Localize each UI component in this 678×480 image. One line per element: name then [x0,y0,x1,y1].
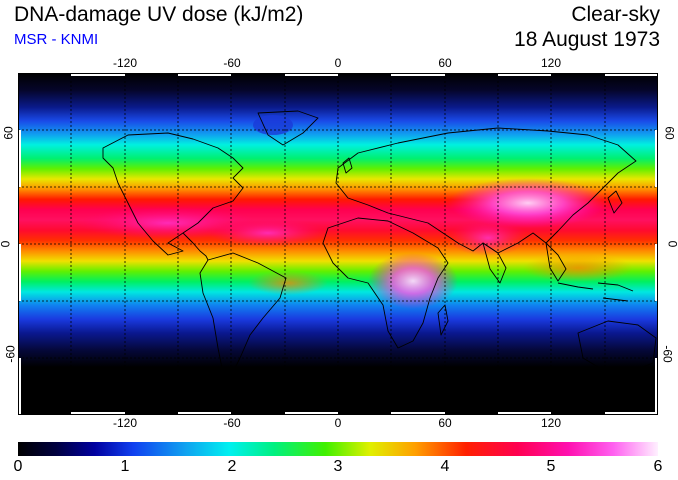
coast-australia [577,320,657,374]
data-source: MSR - KNMI [14,31,99,48]
lat-label-left: -60 [3,345,18,363]
colorbar-label: 0 [13,458,23,475]
colorbar-gradient [18,442,658,456]
lat-label-right: 0 [666,241,678,248]
colorbar-label: 5 [546,458,556,475]
cool-patch-indonesia [523,254,633,282]
frame-tick-top [498,73,551,76]
coast-greenland [257,110,319,146]
colorbar [18,442,658,456]
frame-tick-left [18,130,21,187]
frame-tick-top [285,73,338,76]
frame-tick-bottom [178,412,231,415]
frame-tick-bottom [498,412,551,415]
frame-tick-top [71,73,125,76]
frame-tick-right [655,130,658,187]
frame-tick-top [605,73,658,76]
lon-label-top: 60 [438,56,452,70]
colorbar-label: 2 [227,458,237,475]
lon-label-top: 0 [334,56,342,70]
sky-condition: Clear-sky [571,3,660,26]
frame-tick-top [178,73,231,76]
lon-label-bottom: 60 [438,416,452,430]
lon-label-bottom: 0 [334,416,342,430]
colorbar-label: 3 [333,458,343,475]
cool-patch-greenland [253,115,293,135]
colorbar-label: 4 [440,458,450,475]
lon-label-top: -120 [112,56,138,70]
hotspot-atlantic [208,219,328,247]
frame-tick-bottom [391,412,445,415]
coast-uk [342,157,353,174]
lon-label-bottom: -60 [223,416,241,430]
lat-label-right: 60 [662,126,677,140]
coast-africa [322,217,449,349]
frame-tick-left [18,358,21,415]
hotspot-arabia [448,220,528,256]
lat-label-left: 0 [0,241,12,248]
uv-dose-map [18,73,658,415]
coast-north-america [102,132,244,256]
map-date: 18 August 1973 [514,28,660,51]
coast-central-america [182,232,209,261]
frame-tick-right [655,358,658,415]
frame-tick-top [391,73,445,76]
frame-tick-left [18,244,21,301]
map-border [18,73,658,415]
frame-tick-bottom [285,412,338,415]
hotspot-tibet [448,178,608,228]
lon-label-bottom: -120 [112,416,138,430]
lon-label-top: 120 [540,56,562,70]
lon-label-bottom: 120 [540,416,562,430]
lon-label-top: -60 [223,56,241,70]
lat-label-right: -60 [660,345,675,363]
lat-label-left: 60 [1,126,16,140]
coast-antarctica [18,392,658,404]
map-title: DNA-damage UV dose (kJ/m2) [14,3,304,26]
cool-patch-amazon [248,271,328,295]
coast-japan [607,190,623,214]
frame-tick-bottom [71,412,125,415]
coast-india [482,242,507,284]
coast-madagascar [437,304,449,336]
hotspot-sahara [368,253,458,309]
graticule [18,73,658,415]
colorbar-label: 1 [120,458,130,475]
coast-indochina [545,242,567,282]
frame-tick-right [655,244,658,301]
colorbar-label: 6 [653,458,663,475]
frame-tick-bottom [605,412,658,415]
coastlines [18,110,658,404]
coast-indonesia [557,282,634,302]
frame-ticks [18,73,658,415]
